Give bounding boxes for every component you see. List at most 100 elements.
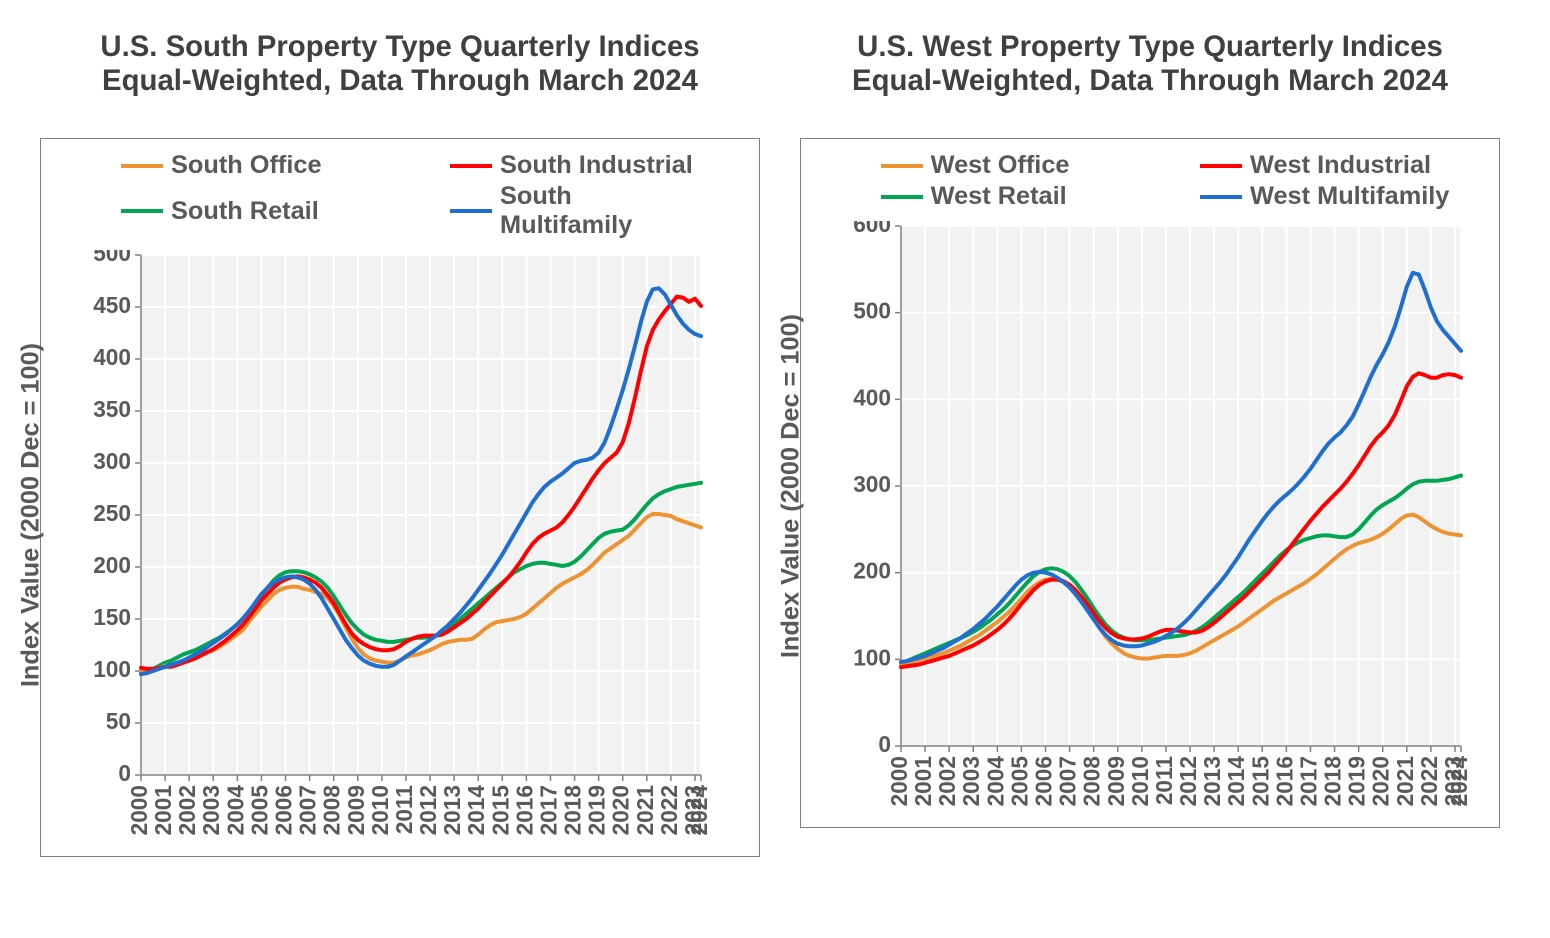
x-tick-label: 2022 [1416,756,1442,806]
x-tick-label: 2017 [1295,756,1321,806]
x-tick-label: 2020 [608,785,634,835]
west-y-axis-label: Index Value (2000 Dec = 100) [776,314,805,658]
office-legend-label: South Office [171,151,322,180]
x-tick-label: 2014 [463,785,489,836]
x-tick-label: 2016 [511,785,537,835]
south-legend-item-retail: South Retail [121,182,380,240]
y-tick-label: 50 [106,708,131,734]
x-tick-label: 2019 [1343,756,1369,806]
south-legend-item-multifamily: South Multifamily [450,182,709,240]
x-tick-label: 2021 [1391,756,1417,806]
office-legend-swatch [121,164,163,168]
y-tick-label: 600 [853,221,891,237]
y-tick-label: 250 [93,500,131,526]
x-tick-label: 2017 [535,785,561,835]
multifamily-legend-swatch [450,209,492,213]
y-tick-label: 450 [93,292,131,318]
south-legend-item-office: South Office [121,151,380,180]
x-tick-label: 2004 [982,756,1008,807]
west-legend-item-multifamily: West Multifamily [1200,182,1449,211]
multifamily-legend-label: South Multifamily [500,182,709,240]
south-chart-panel: U.S. South Property Type Quarterly Indic… [40,30,760,857]
retail-legend-label: West Retail [931,182,1067,211]
y-tick-label: 350 [93,396,131,422]
y-tick-label: 0 [878,731,891,757]
south-legend: South Office South Industrial South Retail… [51,149,749,250]
x-tick-label: 2020 [1367,756,1393,806]
x-tick-label: 2005 [1006,756,1032,806]
south-chart-box: South Office South Industrial South Retail… [40,138,760,857]
multifamily-legend-swatch [1200,195,1242,199]
west-chart-svg: 0100200300400500600200020012002200320042… [811,221,1471,816]
y-tick-label: 300 [853,471,891,497]
south-plot-wrap: Index Value (2000 Dec = 100)050100150200… [51,250,749,850]
x-tick-label: 2006 [1030,756,1056,806]
south-y-axis-label: Index Value (2000 Dec = 100) [17,343,46,687]
x-tick-label: 2015 [487,785,513,835]
retail-legend-label: South Retail [171,197,319,226]
x-tick-label: 2011 [1151,756,1177,805]
west-chart-panel: U.S. West Property Type Quarterly Indice… [790,30,1510,828]
west-chart-box: West Office West Industrial West Retail Wes… [800,138,1501,828]
x-tick-label: 2012 [1175,756,1201,806]
x-tick-label: 2001 [910,756,936,806]
x-tick-label: 2018 [560,785,586,835]
x-tick-label: 2008 [1078,756,1104,806]
x-tick-label: 2008 [319,785,345,835]
x-tick-label: 2012 [415,785,441,835]
west-legend: West Office West Industrial West Retail Wes… [811,149,1490,221]
y-tick-label: 100 [853,644,891,670]
west-legend-item-retail: West Retail [881,182,1130,211]
retail-legend-swatch [121,209,163,213]
industrial-legend-swatch [450,164,492,168]
x-tick-label: 2018 [1319,756,1345,806]
office-legend-swatch [881,164,923,168]
x-tick-label: 2019 [584,785,610,835]
x-tick-label: 2007 [295,785,321,835]
x-tick-label: 2010 [1126,756,1152,806]
x-tick-label: 2001 [150,785,176,835]
x-tick-label: 2003 [958,756,984,806]
y-tick-label: 500 [93,250,131,266]
west-legend-item-office: West Office [881,151,1130,180]
office-legend-label: West Office [931,151,1070,180]
x-tick-label: 2004 [222,785,248,836]
x-tick-label: 2009 [1102,756,1128,806]
x-tick-label: 2015 [1247,756,1273,806]
retail-legend-swatch [881,195,923,199]
y-tick-label: 200 [93,552,131,578]
x-tick-label: 2014 [1223,756,1249,807]
y-tick-label: 400 [853,384,891,410]
y-tick-label: 200 [853,558,891,584]
x-tick-label: 2024 [1446,756,1471,807]
x-tick-label: 2002 [174,785,200,835]
x-tick-label: 2000 [126,785,152,835]
x-tick-label: 2010 [367,785,393,835]
y-tick-label: 150 [93,604,131,630]
y-tick-label: 0 [118,760,131,786]
west-chart-title: U.S. West Property Type Quarterly Indice… [852,30,1448,98]
x-tick-label: 2003 [198,785,224,835]
industrial-legend-swatch [1200,164,1242,168]
west-legend-item-industrial: West Industrial [1200,151,1449,180]
x-tick-label: 2007 [1054,756,1080,806]
x-tick-label: 2013 [1199,756,1225,806]
industrial-legend-label: South Industrial [500,151,693,180]
west-plot-wrap: Index Value (2000 Dec = 100)010020030040… [811,221,1490,821]
x-tick-label: 2013 [439,785,465,835]
x-tick-label: 2011 [391,785,417,834]
x-tick-label: 2006 [271,785,297,835]
x-tick-label: 2016 [1271,756,1297,806]
industrial-legend-label: West Industrial [1250,151,1431,180]
y-tick-label: 400 [93,344,131,370]
y-tick-label: 100 [93,656,131,682]
x-tick-label: 2021 [632,785,658,835]
south-chart-title: U.S. South Property Type Quarterly Indic… [100,30,699,98]
charts-page: U.S. South Property Type Quarterly Indic… [0,0,1550,938]
x-tick-label: 2005 [246,785,272,835]
south-legend-item-industrial: South Industrial [450,151,709,180]
y-tick-label: 500 [853,298,891,324]
multifamily-legend-label: West Multifamily [1250,182,1449,211]
y-tick-label: 300 [93,448,131,474]
x-tick-label: 2024 [686,785,711,836]
